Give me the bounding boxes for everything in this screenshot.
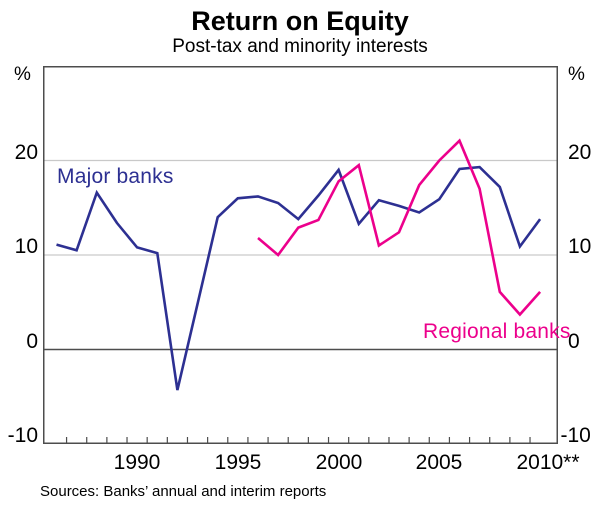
chart-title: Return on Equity <box>191 6 409 36</box>
y-tick-label-right-10: 10 <box>568 235 592 258</box>
x-tick-label-2000: 2000 <box>315 451 363 474</box>
y-tick-label-left--10: -10 <box>7 424 38 447</box>
line-series-major-banks <box>56 165 542 391</box>
chart-subtitle: Post-tax and minority interests <box>172 36 428 57</box>
y-tick-label-right-20: 20 <box>568 141 592 164</box>
series-label-regional-banks: Regional banks <box>423 320 571 343</box>
x-tick-label-2010: 2010** <box>516 451 580 474</box>
y-axis-unit-right: % <box>568 64 585 85</box>
y-tick-label-left-0: 0 <box>26 330 38 353</box>
y-axis-unit-left: % <box>14 64 31 85</box>
x-tick-label-1990: 1990 <box>113 451 161 474</box>
series-label-major-banks: Major banks <box>57 165 174 188</box>
y-tick-label-right-0: 0 <box>568 330 580 353</box>
y-tick-label-left-10: 10 <box>14 235 38 258</box>
y-tick-label-left-20: 20 <box>14 141 38 164</box>
x-tick-label-2005: 2005 <box>415 451 463 474</box>
x-tick-label-1995: 1995 <box>214 451 262 474</box>
plot-border <box>43 66 558 444</box>
plot-area <box>43 66 558 444</box>
line-series-regional-banks <box>257 138 542 317</box>
y-tick-label-right--10: -10 <box>560 424 591 447</box>
source-note: Sources: Banks’ annual and interim repor… <box>40 483 327 500</box>
